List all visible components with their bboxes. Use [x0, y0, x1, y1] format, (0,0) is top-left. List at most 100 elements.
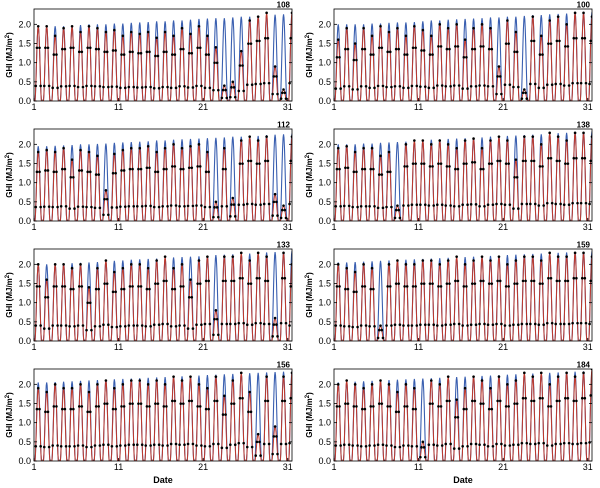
data-point: [550, 201, 554, 205]
data-point: [155, 379, 158, 382]
data-point: [381, 443, 385, 447]
data-point: [558, 279, 561, 283]
data-point: [289, 36, 292, 40]
data-point: [264, 279, 267, 283]
data-point: [230, 402, 233, 405]
data-point: [466, 324, 469, 327]
data-point: [368, 86, 371, 90]
y-tick-label: 0.5: [318, 77, 331, 87]
data-point: [70, 158, 74, 161]
data-point: [283, 399, 287, 403]
data-point: [513, 282, 516, 285]
data-point: [63, 167, 67, 171]
data-point: [407, 444, 410, 447]
data-point: [524, 396, 527, 400]
data-point: [46, 296, 50, 299]
data-point: [103, 282, 106, 285]
data-point: [119, 205, 122, 208]
data-point: [500, 322, 503, 326]
data-point: [51, 444, 54, 447]
data-point: [524, 279, 527, 283]
data-point: [531, 15, 535, 18]
data-point: [166, 322, 169, 326]
data-point: [154, 282, 157, 285]
data-point: [119, 324, 122, 328]
data-point: [255, 276, 259, 280]
panel-id-label: 156: [277, 361, 291, 370]
data-point: [446, 26, 450, 30]
data-point: [456, 45, 460, 48]
data-point: [413, 263, 416, 266]
data-point: [288, 324, 291, 327]
data-point: [380, 328, 384, 332]
data-point: [85, 84, 88, 88]
data-point: [411, 407, 415, 411]
data-point: [232, 86, 236, 89]
data-point: [571, 442, 574, 446]
data-point: [275, 200, 278, 204]
data-point: [579, 81, 583, 85]
data-point: [189, 375, 192, 378]
data-point: [393, 323, 397, 327]
x-tick-label: 21: [198, 222, 208, 232]
data-point: [532, 399, 536, 403]
data-point: [525, 97, 529, 100]
data-point: [356, 88, 359, 91]
data-point: [97, 47, 101, 51]
data-point: [466, 87, 469, 90]
data-point: [356, 325, 359, 329]
series-measured-points: [34, 371, 292, 457]
y-tick-label: 0.0: [318, 216, 331, 226]
data-point: [474, 203, 478, 206]
data-point: [157, 86, 161, 90]
data-point: [532, 159, 536, 163]
data-point: [265, 255, 268, 258]
data-point: [432, 443, 436, 447]
data-point: [72, 176, 75, 179]
data-point: [370, 383, 374, 386]
data-point: [98, 324, 102, 328]
data-point: [170, 399, 174, 403]
data-point: [507, 405, 511, 408]
data-point: [335, 405, 339, 408]
data-point: [584, 441, 588, 445]
data-point: [39, 444, 42, 448]
data-point: [214, 309, 218, 312]
data-point: [87, 150, 91, 154]
y-axis-label: GHI (MJ/m2): [305, 32, 314, 78]
data-point: [462, 407, 466, 411]
data-point: [232, 279, 236, 283]
data-point: [478, 84, 481, 87]
data-point: [73, 207, 76, 210]
data-point: [161, 85, 164, 89]
data-point: [52, 285, 56, 288]
data-point: [431, 53, 434, 56]
y-tick-label: 0.5: [18, 317, 31, 327]
data-point: [223, 394, 226, 398]
data-point: [139, 285, 143, 288]
data-point: [275, 435, 278, 438]
data-point: [233, 322, 237, 326]
data-point: [579, 201, 583, 205]
data-point: [183, 84, 186, 88]
data-point: [179, 402, 183, 405]
data-point: [103, 402, 106, 405]
data-point: [465, 162, 468, 165]
panel-id-label: 108: [277, 1, 291, 10]
data-point: [368, 444, 371, 447]
data-point: [138, 146, 142, 150]
data-point: [359, 444, 363, 448]
data-point: [403, 285, 406, 288]
data-point: [170, 165, 174, 168]
data-point: [284, 97, 288, 100]
data-point: [558, 159, 561, 163]
data-point: [132, 204, 136, 208]
data-point: [457, 322, 461, 326]
data-point: [385, 444, 388, 447]
data-point: [480, 379, 484, 382]
data-point: [146, 144, 150, 148]
y-axis-label: GHI (MJ/m2): [5, 152, 14, 198]
data-point: [489, 259, 492, 262]
data-point: [189, 144, 192, 148]
data-point: [449, 204, 452, 207]
